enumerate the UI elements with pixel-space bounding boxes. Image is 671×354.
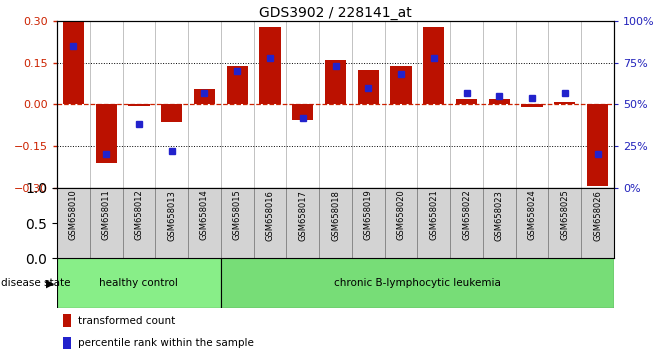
Text: GSM658012: GSM658012	[134, 190, 144, 240]
Bar	[488, 99, 510, 104]
Text: GSM658025: GSM658025	[560, 190, 569, 240]
Bar	[128, 104, 150, 106]
Text: GSM658017: GSM658017	[298, 190, 307, 241]
Text: GSM658016: GSM658016	[266, 190, 274, 241]
Text: GSM658023: GSM658023	[495, 190, 504, 241]
Text: percentile rank within the sample: percentile rank within the sample	[79, 338, 254, 348]
Bar	[57, 258, 221, 308]
Text: GSM658020: GSM658020	[397, 190, 405, 240]
Text: GSM658010: GSM658010	[69, 190, 78, 240]
Bar	[325, 60, 346, 104]
Text: GSM658019: GSM658019	[364, 190, 373, 240]
Text: GSM658013: GSM658013	[167, 190, 176, 241]
Text: ▶: ▶	[46, 278, 54, 288]
Bar	[161, 104, 183, 122]
Bar	[194, 89, 215, 104]
Bar	[62, 314, 71, 327]
Text: GSM658026: GSM658026	[593, 190, 602, 241]
Bar	[554, 102, 576, 104]
Bar	[521, 104, 543, 107]
Bar	[587, 104, 608, 186]
Bar	[95, 104, 117, 163]
Text: GSM658024: GSM658024	[527, 190, 537, 240]
Text: healthy control: healthy control	[99, 278, 178, 288]
Bar	[391, 65, 412, 104]
Bar	[456, 99, 477, 104]
Bar	[259, 27, 280, 104]
Bar	[221, 258, 614, 308]
Text: transformed count: transformed count	[79, 316, 175, 326]
Text: GSM658015: GSM658015	[233, 190, 242, 240]
Text: GSM658014: GSM658014	[200, 190, 209, 240]
Bar	[62, 337, 71, 349]
Bar	[423, 27, 444, 104]
Bar	[358, 70, 379, 104]
Text: GSM658021: GSM658021	[429, 190, 438, 240]
Text: disease state: disease state	[1, 278, 70, 288]
Text: GSM658022: GSM658022	[462, 190, 471, 240]
Bar	[292, 104, 313, 120]
Text: GSM658018: GSM658018	[331, 190, 340, 241]
Text: chronic B-lymphocytic leukemia: chronic B-lymphocytic leukemia	[334, 278, 501, 288]
Text: GSM658011: GSM658011	[102, 190, 111, 240]
Bar	[227, 65, 248, 104]
Bar	[63, 21, 84, 104]
Title: GDS3902 / 228141_at: GDS3902 / 228141_at	[259, 6, 412, 20]
